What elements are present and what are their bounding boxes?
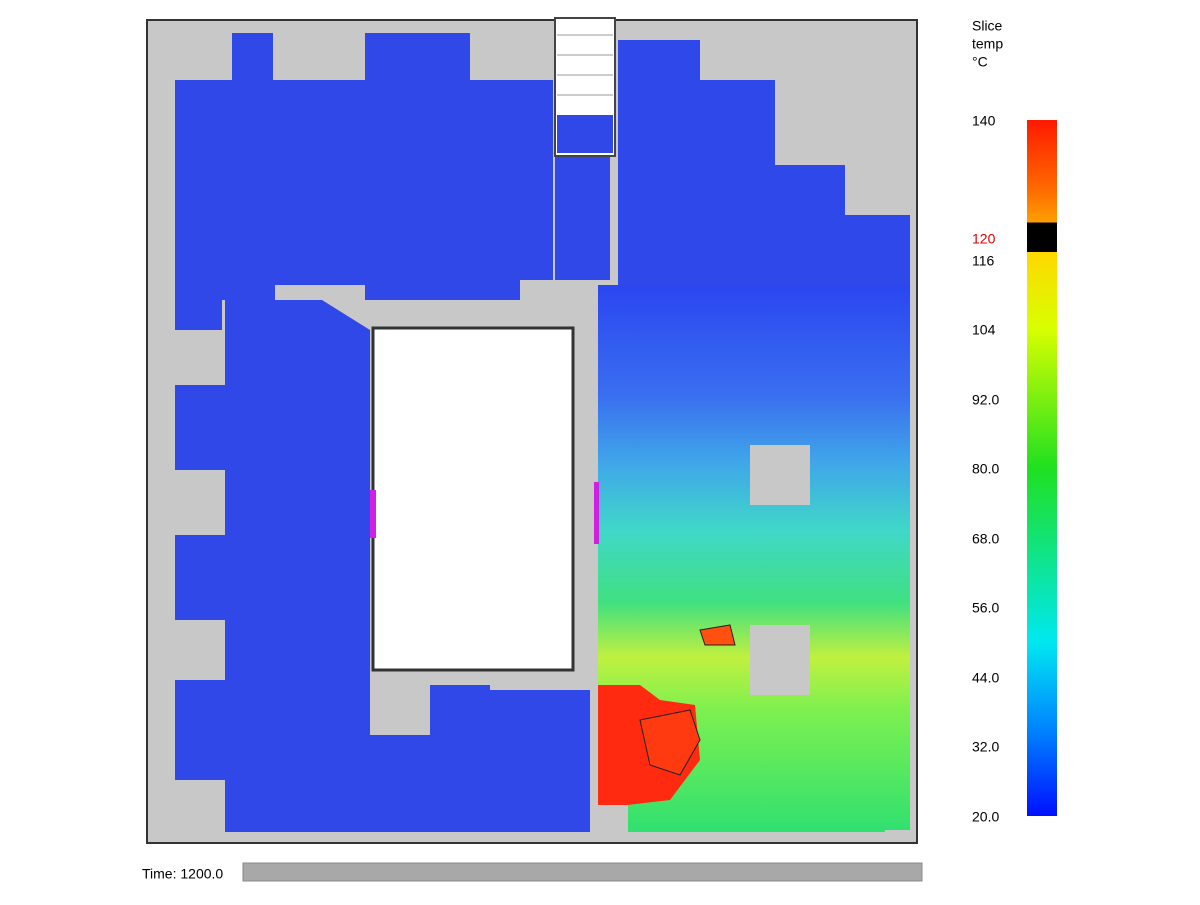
floor-plan: [146, 17, 918, 844]
colorbar-title: °C: [972, 54, 988, 70]
colorbar-title: temp: [972, 36, 1003, 52]
colorbar-title: Slice: [972, 18, 1003, 34]
time-label: Time: 1200.0: [142, 866, 223, 882]
colorbar-gradient: [1027, 120, 1057, 816]
time-slider[interactable]: [242, 862, 923, 882]
colorbar-label: 92.0: [972, 392, 999, 408]
colorbar-label: 32.0: [972, 739, 999, 755]
colorbar-label: 80.0: [972, 461, 999, 477]
colorbar-label: 56.0: [972, 600, 999, 616]
colorbar-label: 68.0: [972, 531, 999, 547]
colorbar-label: 20.0: [972, 809, 999, 825]
colorbar-label: 44.0: [972, 670, 999, 686]
colorbar-label: 104: [972, 322, 996, 338]
colorbar-label: 120: [972, 231, 996, 247]
colorbar-label: 116: [972, 253, 995, 269]
colorbar-label: 140: [972, 113, 996, 129]
colorbar: Slice temp °C 140 120 116 104 92.0 80.0 …: [972, 18, 1057, 825]
